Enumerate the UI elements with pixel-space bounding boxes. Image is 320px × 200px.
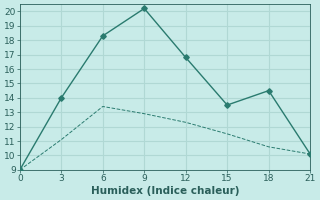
X-axis label: Humidex (Indice chaleur): Humidex (Indice chaleur) [91, 186, 239, 196]
